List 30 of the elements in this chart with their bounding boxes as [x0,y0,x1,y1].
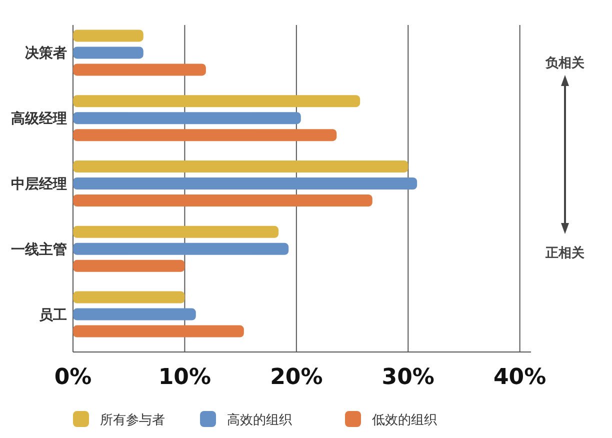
bar [73,30,144,42]
bar [73,260,185,272]
bar [73,226,279,238]
y-tick-label: 一线主管 [11,240,67,258]
bar [73,95,360,108]
bar [73,194,372,206]
bar [73,325,244,338]
legend-label: 所有参与者 [100,413,165,428]
x-tick-label: 20% [270,365,323,390]
x-tick-label: 10% [158,365,212,390]
y-tick-label: 中层经理 [11,176,67,192]
y-tick-label: 决策者 [25,46,67,62]
legend-label: 低效的组织 [372,413,437,428]
bar [73,112,301,124]
bar [73,64,206,76]
bar [73,242,289,255]
x-tick-label: 0% [54,365,92,390]
legend-label: 高效的组织 [227,412,292,428]
text: 负相关 [544,55,586,71]
bar [73,129,337,142]
bar [73,46,144,59]
y-tick-label: 员工 [39,307,67,324]
text: 正相关 [544,245,586,261]
bar [73,160,408,172]
x-tick-label: 30% [382,365,434,390]
y-tick-label: 高级经理 [11,110,67,128]
x-tick-label: 40% [493,365,546,390]
bar [73,308,196,320]
bar [73,178,418,190]
bar [73,291,185,304]
